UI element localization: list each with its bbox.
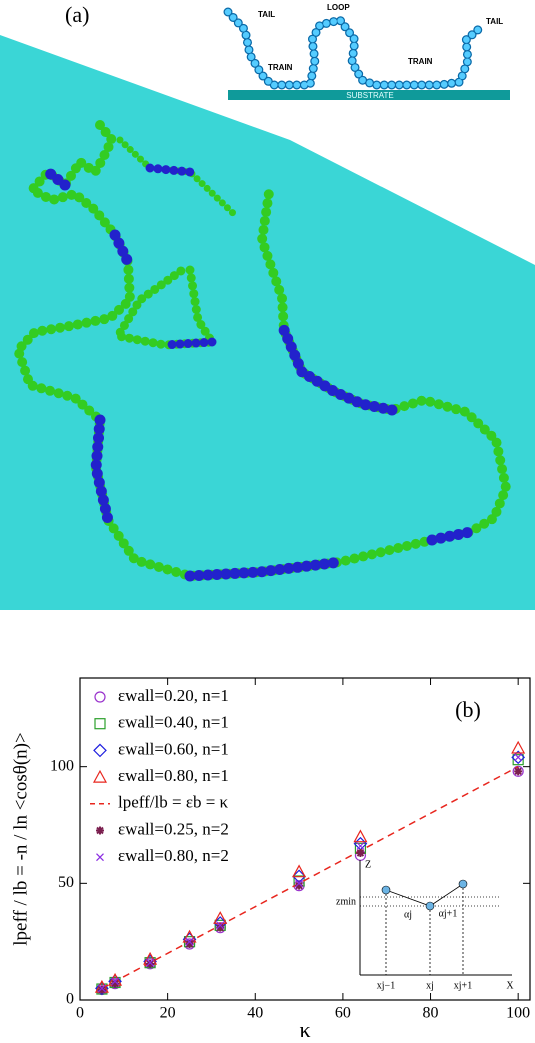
inset-label: xj	[426, 980, 434, 991]
point	[356, 849, 364, 857]
inset-label: Z	[365, 859, 371, 870]
y-axis-label: lpeff / lb = -n / ln <cosθ(n)>	[10, 732, 31, 945]
x-tick-label: 100	[506, 1005, 530, 1022]
schematic-label: LOOP	[327, 3, 350, 12]
point	[95, 719, 105, 729]
legend-label: εwall=0.80, n=1	[118, 766, 229, 785]
y-tick-label: 50	[58, 874, 74, 891]
point	[146, 960, 154, 968]
schematic-label: TRAIN	[408, 57, 433, 66]
schematic-label: TAIL	[486, 17, 503, 26]
panel-label: (b)	[455, 697, 481, 722]
x-axis-label: κ	[299, 1017, 310, 1042]
inset-label: zmin	[336, 896, 356, 907]
schematic-chain	[228, 12, 480, 85]
y-tick-label: 100	[50, 757, 74, 774]
point	[94, 744, 106, 756]
x-tick-label: 60	[335, 1005, 351, 1022]
legend-label: εwall=0.20, n=1	[118, 686, 229, 705]
x-tick-label: 0	[76, 1005, 84, 1022]
y-tick-label: 0	[66, 991, 74, 1008]
schematic-label: SUBSTRATE	[346, 91, 393, 100]
panel-label: (a)	[65, 2, 89, 27]
point	[514, 767, 522, 775]
figure: (a) TAIL LOOP TRAIN TRAIN TAIL SUBSTRATE…	[0, 0, 535, 1043]
point	[97, 854, 104, 861]
legend-label: εwall=0.40, n=1	[118, 713, 229, 732]
point	[354, 831, 366, 842]
legend-label: εwall=0.25, n=2	[118, 819, 229, 838]
inset-label: αj+1	[439, 908, 458, 919]
inset-bead	[459, 880, 467, 888]
point	[98, 986, 106, 994]
inset-label: αj	[404, 909, 412, 920]
point	[94, 771, 106, 782]
legend-label: εwall=0.60, n=1	[118, 739, 229, 758]
x-tick-label: 40	[247, 1005, 263, 1022]
point	[95, 692, 105, 702]
schematic-label: TAIL	[258, 10, 275, 19]
inset-bead	[426, 902, 434, 910]
inset-label: xj−1	[377, 980, 395, 991]
legend-label: lpeff/lb = εb = κ	[118, 793, 229, 812]
inset-label: xj+1	[454, 980, 472, 991]
chart: 0 20 40 60 80 100 0 50 100 κ lpeff / lb = -n / ln …	[10, 678, 530, 1042]
x-tick-label: 80	[423, 1005, 439, 1022]
point	[96, 827, 104, 835]
x-tick-label: 20	[160, 1005, 176, 1022]
inset-bead	[382, 886, 390, 894]
inset-label: X	[506, 980, 514, 991]
schematic-label: TRAIN	[268, 63, 293, 72]
legend-label: εwall=0.80, n=2	[118, 846, 229, 865]
inset-chain	[386, 884, 463, 906]
